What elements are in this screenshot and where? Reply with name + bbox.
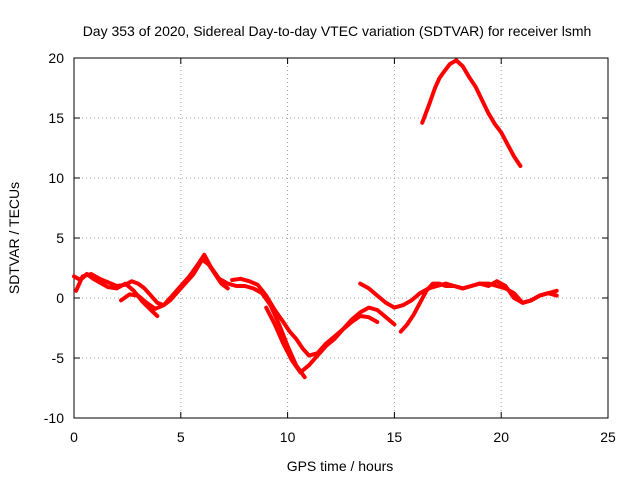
series-line-track-2 <box>74 257 230 308</box>
grid <box>74 58 608 418</box>
series-line-track-1 <box>72 272 160 318</box>
series-line-track-7 <box>398 281 559 334</box>
x-tick-label: 15 <box>387 429 403 445</box>
series-line-track-5 <box>264 305 397 375</box>
y-tick-label: 0 <box>56 290 64 306</box>
y-tick-label: 5 <box>56 230 64 246</box>
y-tick-label: -10 <box>44 410 64 426</box>
y-tick-label: 20 <box>48 50 64 66</box>
series-line-track-8 <box>420 58 523 168</box>
x-axis-label: GPS time / hours <box>287 458 394 474</box>
x-tick-label: 5 <box>177 429 185 445</box>
data-series <box>72 58 559 380</box>
y-tick-label: 10 <box>48 170 64 186</box>
x-tick-label: 0 <box>70 429 78 445</box>
y-tick-label: 15 <box>48 110 64 126</box>
axis-ticks: 0 5 10 15 20 25 -10 -5 0 5 10 15 20 <box>44 50 616 445</box>
x-tick-label: 20 <box>493 429 509 445</box>
y-axis-label: SDTVAR / TECUs <box>6 182 22 294</box>
x-tick-label: 25 <box>600 429 616 445</box>
y-tick-label: -5 <box>52 350 65 366</box>
x-tick-label: 10 <box>280 429 296 445</box>
chart-title: Day 353 of 2020, Sidereal Day-to-day VTE… <box>83 23 592 39</box>
series-line-track-3 <box>119 252 307 380</box>
